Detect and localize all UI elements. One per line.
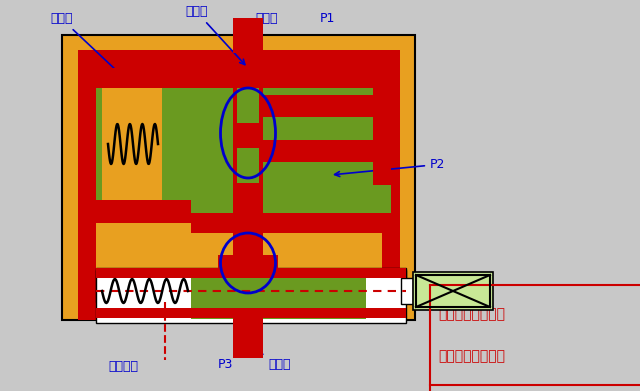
Bar [237, 148, 259, 183]
Bar [62, 35, 415, 320]
Bar [401, 278, 413, 304]
Bar [233, 68, 263, 233]
Bar [78, 50, 400, 68]
Text: 出油口: 出油口 [252, 348, 291, 371]
Text: 泄露油口: 泄露油口 [108, 360, 138, 373]
Bar [263, 117, 391, 140]
Bar [191, 68, 391, 233]
Bar [191, 213, 391, 233]
Bar [233, 233, 263, 268]
Bar [96, 68, 191, 88]
Bar [102, 88, 162, 200]
Text: P3: P3 [218, 358, 234, 371]
Text: P2: P2 [335, 158, 445, 177]
Bar [96, 200, 191, 223]
Text: 当出口压力升高时: 当出口压力升高时 [438, 349, 505, 363]
Text: 进油口: 进油口 [249, 12, 278, 25]
Text: 当出口压力降底时: 当出口压力降底时 [438, 307, 505, 321]
Bar [263, 140, 391, 162]
Bar [416, 275, 490, 307]
Bar [78, 302, 400, 320]
Bar [382, 50, 400, 320]
Bar [263, 95, 391, 117]
Bar [78, 50, 96, 320]
Bar [96, 268, 406, 323]
Bar [96, 308, 406, 318]
Bar [233, 318, 263, 358]
Text: 减压口: 减压口 [185, 5, 245, 65]
Bar [191, 68, 391, 88]
Bar [218, 255, 278, 273]
Bar [96, 270, 406, 302]
Bar [237, 88, 259, 123]
Bar [233, 18, 263, 53]
Bar [191, 272, 366, 319]
Bar [96, 268, 406, 278]
Bar [413, 272, 493, 310]
Text: 节流口: 节流口 [50, 12, 132, 85]
Text: P1: P1 [320, 12, 335, 25]
Bar [96, 68, 191, 223]
Bar [373, 88, 391, 185]
